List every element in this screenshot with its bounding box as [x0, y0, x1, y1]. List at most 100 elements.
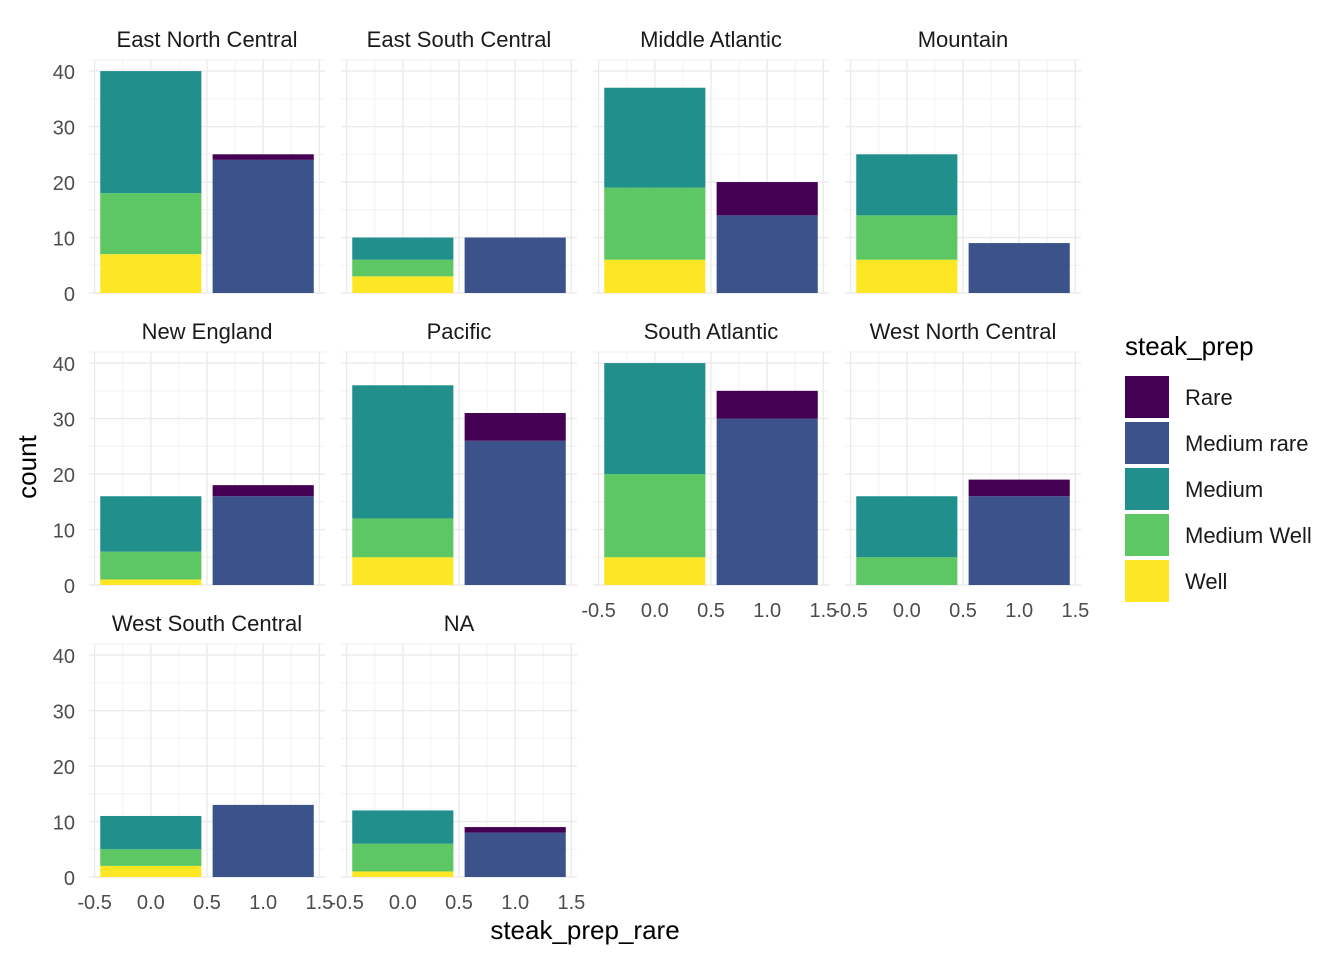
bar-segment — [352, 871, 454, 877]
facet-title: East South Central — [367, 27, 552, 52]
y-tick-label: 30 — [53, 702, 75, 724]
bar-segment — [100, 254, 202, 293]
bar-segment — [100, 71, 202, 194]
bar-segment — [464, 237, 566, 293]
facet-title: South Atlantic — [644, 319, 779, 344]
legend-key-swatch — [1125, 376, 1169, 418]
bar-segment — [100, 193, 202, 255]
bar-segment — [352, 810, 454, 844]
facet-title: West North Central — [870, 319, 1057, 344]
legend-title: steak_prep — [1125, 331, 1254, 361]
legend-item-label: Medium Well — [1185, 523, 1312, 548]
bar-segment — [212, 496, 314, 585]
bar-segment — [604, 187, 706, 260]
legend-key-swatch — [1125, 514, 1169, 556]
bar-segment — [856, 496, 958, 558]
bar-segment — [464, 827, 566, 833]
x-tick-label: 0.5 — [697, 600, 725, 622]
legend: steak_prep Rare Medium rare Medium Medium W… — [1125, 331, 1312, 602]
bar-segment — [100, 579, 202, 585]
bar-segment — [352, 385, 454, 519]
y-tick-label: 30 — [53, 410, 75, 432]
x-tick-label: -0.5 — [329, 892, 363, 914]
x-tick-label: -0.5 — [833, 600, 867, 622]
bar-segment — [968, 496, 1070, 585]
x-tick-label: 1.0 — [1005, 600, 1033, 622]
bar-segment — [352, 518, 454, 558]
bar-segment — [856, 215, 958, 260]
bar-segment — [856, 557, 958, 585]
legend-item-label: Well — [1185, 569, 1227, 594]
bar-segment — [856, 154, 958, 216]
bar-segment — [604, 363, 706, 475]
bar-segment — [464, 832, 566, 877]
bar-segment — [212, 159, 314, 293]
bar-segment — [212, 804, 314, 877]
x-tick-label: 1.5 — [1061, 600, 1089, 622]
facet-title: NA — [444, 611, 475, 636]
x-tick-label: 0.0 — [137, 892, 165, 914]
bar-segment — [464, 440, 566, 585]
legend-key-swatch — [1125, 560, 1169, 602]
x-tick-label: 0.0 — [389, 892, 417, 914]
bar-segment — [100, 551, 202, 580]
x-tick-label: 1.0 — [501, 892, 529, 914]
bar-segment — [100, 496, 202, 552]
y-tick-label: 0 — [64, 868, 75, 890]
facet-title: Middle Atlantic — [640, 27, 782, 52]
bar-segment — [968, 479, 1070, 497]
bar-segment — [352, 557, 454, 585]
bar-segment — [352, 276, 454, 293]
x-tick-label: 0.5 — [949, 600, 977, 622]
bar-segment — [716, 418, 818, 585]
bar-segment — [716, 182, 818, 216]
facet-panel: West North Central -0.5 0.0 0.5 1.0 1.5 — [833, 319, 1089, 622]
bar-segment — [716, 390, 818, 419]
bar-segment — [716, 215, 818, 293]
bar-segment — [856, 259, 958, 293]
x-tick-label: -0.5 — [581, 600, 615, 622]
y-tick-label: 30 — [53, 118, 75, 140]
y-tick-label: 20 — [53, 757, 75, 779]
facet-panel: Mountain — [845, 27, 1081, 294]
legend-item-label: Rare — [1185, 385, 1233, 410]
legend-items: Rare Medium rare Medium Medium Well Well — [1125, 376, 1312, 602]
facet-panel: West South Central 0 10 20 30 40 -0.5 0.0 0.5 1.0… — [53, 611, 334, 914]
facet-title: New England — [142, 319, 273, 344]
bar-segment — [100, 815, 202, 850]
y-tick-label: 20 — [53, 465, 75, 487]
x-tick-label: 0.0 — [641, 600, 669, 622]
y-tick-label: 10 — [53, 813, 75, 835]
facet-title: Pacific — [427, 319, 492, 344]
legend-item-label: Medium — [1185, 477, 1263, 502]
bar-segment — [212, 154, 314, 160]
bar-segment — [604, 557, 706, 585]
facet-panel: East South Central — [341, 27, 577, 294]
facet-panel: New England 0 10 20 30 40 — [53, 319, 325, 598]
x-axis-title: steak_prep_rare — [490, 915, 679, 945]
x-tick-label: 0.5 — [445, 892, 473, 914]
x-tick-label: 1.0 — [753, 600, 781, 622]
facet-panel: South Atlantic -0.5 0.0 0.5 1.0 1.5 — [581, 319, 837, 622]
bar-segment — [604, 474, 706, 558]
facet-panel: Pacific — [341, 319, 577, 586]
facet-panel: NA -0.5 0.0 0.5 1.0 1.5 — [329, 611, 585, 914]
y-tick-label: 20 — [53, 173, 75, 195]
x-tick-label: 0.0 — [893, 600, 921, 622]
bar-segment — [352, 237, 454, 260]
x-tick-label: 1.5 — [809, 600, 837, 622]
x-tick-label: 1.0 — [249, 892, 277, 914]
bar-segment — [604, 87, 706, 188]
legend-item-label: Medium rare — [1185, 431, 1308, 456]
y-tick-label: 40 — [53, 354, 75, 376]
y-tick-label: 10 — [53, 521, 75, 543]
x-tick-label: 1.5 — [557, 892, 585, 914]
y-tick-label: 10 — [53, 229, 75, 251]
y-tick-label: 40 — [53, 62, 75, 84]
bar-segment — [968, 243, 1070, 293]
x-tick-label: -0.5 — [77, 892, 111, 914]
y-tick-label: 0 — [64, 284, 75, 306]
bar-segment — [212, 485, 314, 497]
bar-segment — [100, 849, 202, 866]
